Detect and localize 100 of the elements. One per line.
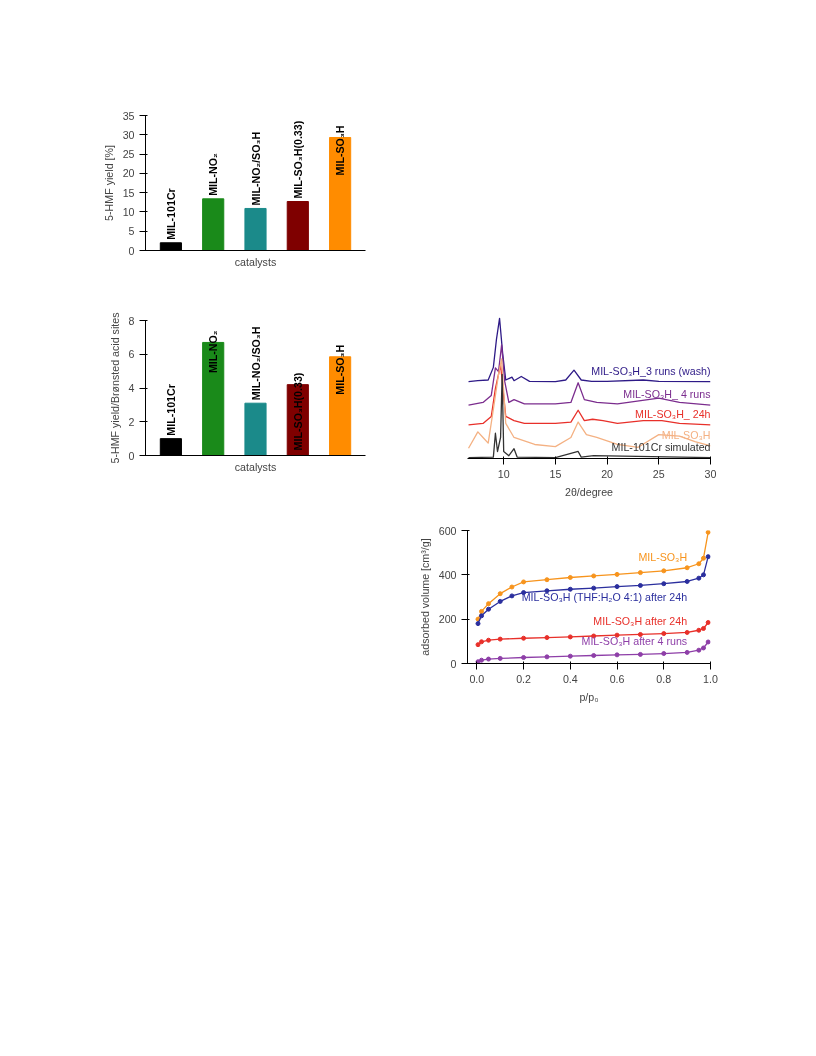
point xyxy=(637,651,643,657)
point xyxy=(497,598,503,604)
point xyxy=(637,570,643,576)
point xyxy=(696,627,702,633)
bar xyxy=(244,402,267,456)
point xyxy=(661,568,667,574)
point xyxy=(700,555,706,561)
x-tick-label: MIL-101Cr xyxy=(164,384,177,436)
point xyxy=(700,572,706,578)
bar xyxy=(244,207,267,251)
point xyxy=(637,631,643,637)
point xyxy=(567,653,573,659)
y-tick-label: 600 xyxy=(438,524,457,537)
point xyxy=(637,582,643,588)
x-tick-label: MIL-SO₃H(0.33) xyxy=(291,120,304,199)
point xyxy=(567,575,573,580)
x-tick-label: 0.4 xyxy=(562,672,578,685)
series-label: MIL-SO₃H_ 4 runs xyxy=(623,388,711,401)
series-label: MIL-SO₃H after 4 runs xyxy=(581,635,688,648)
x-tick-label: MIL-101Cr xyxy=(164,188,177,240)
y-tick-label: 200 xyxy=(438,613,457,626)
point xyxy=(486,601,492,607)
series-label: MIL-SO₃H after 24h xyxy=(593,615,688,628)
x-tick-label: 15 xyxy=(549,467,562,480)
point xyxy=(479,608,485,614)
x-tick-label: MIL-SO₃H xyxy=(334,344,347,395)
point xyxy=(486,606,492,612)
point xyxy=(591,573,597,579)
point xyxy=(544,654,550,660)
point xyxy=(661,651,667,657)
point xyxy=(705,554,711,560)
x-tick-label: MIL-SO₃H(0.33) xyxy=(291,372,304,451)
y-tick-label: 0 xyxy=(450,657,457,670)
x-tick-label: 20 xyxy=(601,467,614,480)
y-axis-title: adsorbed volume [cm³/g] xyxy=(418,538,431,656)
x-axis-title: 2θ/degree xyxy=(565,485,614,498)
series-label: MIL-101Cr simulated xyxy=(611,440,711,453)
point xyxy=(497,655,503,661)
point xyxy=(696,561,702,567)
x-tick-label: MIL-NO₂ xyxy=(207,330,220,374)
point xyxy=(509,593,515,599)
y-tick-label: 400 xyxy=(438,568,457,581)
x-tick-label: MIL-NO₂/SO₃H xyxy=(249,131,262,206)
point xyxy=(509,584,515,590)
y-axis-title: 5-HMF yield/Brønsted acid sites xyxy=(108,312,121,464)
point xyxy=(696,575,702,581)
x-tick-label: MIL-NO₂ xyxy=(207,152,220,196)
x-axis-title: p/p₀ xyxy=(579,690,599,703)
point xyxy=(684,629,690,635)
point xyxy=(614,652,620,658)
x-tick-label: 10 xyxy=(497,467,510,480)
point xyxy=(614,571,620,577)
series-label: MIL-SO₃H xyxy=(661,428,711,441)
point xyxy=(705,639,711,645)
point xyxy=(486,656,492,662)
x-axis-title: catalysts xyxy=(234,255,277,268)
series-label: MIL-SO₃H_3 runs (wash) xyxy=(591,364,711,377)
bar xyxy=(202,198,225,251)
point xyxy=(661,631,667,637)
x-tick-label: MIL-NO₂/SO₃H xyxy=(249,326,262,401)
x-tick-label: 0.8 xyxy=(656,672,672,685)
point xyxy=(567,634,573,640)
point xyxy=(684,649,690,655)
x-tick-label: 0.0 xyxy=(469,672,485,685)
point xyxy=(705,530,711,535)
point xyxy=(567,586,573,592)
y-tick-label: 0 xyxy=(128,449,135,462)
point xyxy=(521,635,527,641)
point xyxy=(705,620,711,625)
point xyxy=(591,653,597,659)
point xyxy=(497,591,503,597)
point xyxy=(521,655,527,661)
series-label: MIL-SO₃H (THF:H₂O 4:1) after 24h xyxy=(521,591,688,604)
series-label: MIL-SO₃H_ 24h xyxy=(635,407,711,420)
point xyxy=(497,636,503,642)
x-tick-label: 25 xyxy=(652,467,665,480)
point xyxy=(696,647,702,653)
x-tick-label: MIL-SO₃H xyxy=(334,125,347,176)
point xyxy=(684,578,690,584)
point xyxy=(700,645,706,651)
point xyxy=(479,613,485,619)
x-tick-label: 0.2 xyxy=(516,672,532,685)
point xyxy=(544,635,550,641)
x-tick-label: 0.6 xyxy=(609,672,625,685)
point xyxy=(700,625,706,631)
point xyxy=(475,621,481,627)
bar xyxy=(286,201,309,251)
point xyxy=(521,579,527,585)
point xyxy=(684,565,690,571)
y-tick-label: 4 xyxy=(128,382,135,394)
y-tick-label: 0 xyxy=(128,244,135,257)
point xyxy=(479,639,485,645)
point xyxy=(661,581,667,587)
point xyxy=(614,584,620,590)
point xyxy=(475,642,481,648)
y-tick-label: 8 xyxy=(128,314,135,327)
x-tick-label: 1.0 xyxy=(703,672,718,685)
y-axis-title: 5-HMF yield [%] xyxy=(102,145,115,221)
x-tick-label: 30 xyxy=(704,467,717,480)
point xyxy=(544,577,550,583)
